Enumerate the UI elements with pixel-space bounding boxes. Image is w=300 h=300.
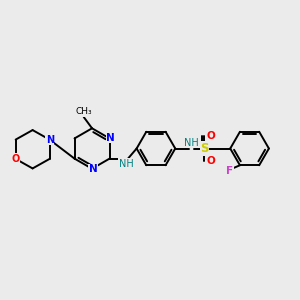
Text: NH: NH <box>119 159 134 169</box>
Text: N: N <box>106 133 115 143</box>
Text: O: O <box>207 156 215 166</box>
Text: N: N <box>89 164 98 174</box>
Text: S: S <box>200 142 208 155</box>
Text: F: F <box>226 166 233 176</box>
Text: NH: NH <box>184 138 198 148</box>
Text: O: O <box>11 154 20 164</box>
Text: O: O <box>207 131 215 141</box>
Text: N: N <box>46 135 54 145</box>
Text: CH₃: CH₃ <box>75 107 92 116</box>
